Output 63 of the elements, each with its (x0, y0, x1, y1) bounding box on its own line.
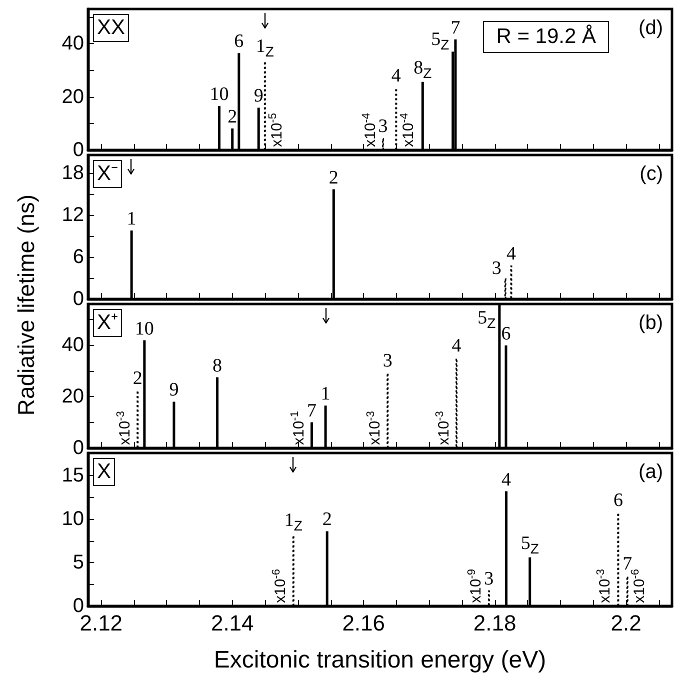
x-tick-label: 2.2 (610, 610, 642, 636)
series-label: 1 (126, 208, 136, 230)
series-label: 3 (378, 116, 388, 138)
annotation: x10-9 (466, 569, 484, 603)
annotation: x10-4 (398, 113, 417, 147)
annotation: x10-3 (434, 411, 452, 445)
y-tick-label: 10 (62, 508, 84, 530)
annotation: R = 19.2 Å (483, 21, 609, 53)
series-label: 2 (228, 106, 238, 128)
annotation: x10-3 (364, 411, 384, 445)
y-tick-label: 20 (62, 86, 84, 108)
series-label: 6 (501, 323, 511, 344)
x-tick-label: 2.16 (342, 610, 386, 636)
series-label: 4 (452, 336, 462, 357)
y-tick-label: 40 (62, 334, 84, 356)
chart-title: (c) (640, 163, 664, 185)
annotation: x10-1 (288, 411, 308, 445)
y-tick-label: 5 (72, 552, 84, 574)
series-label: 1 (320, 384, 330, 405)
y-tick-label: 0 (72, 437, 84, 459)
annotation: x10-3 (114, 411, 134, 445)
series-label: 7 (450, 17, 460, 38)
chart-title: (d) (638, 17, 664, 39)
y-tick-label: 12 (62, 204, 84, 226)
annotation: X (93, 458, 116, 486)
annotation: x10-5 (267, 113, 286, 147)
series-label: 2 (132, 368, 142, 389)
series-label: 10 (210, 84, 229, 106)
x-axis-title: Excitonic transition energy (eV) (214, 646, 546, 674)
annotation: x10-6 (270, 569, 289, 603)
series-label: 9 (169, 380, 179, 401)
annotation: X⁻ (93, 160, 122, 188)
y-tick-label: 18 (62, 162, 84, 184)
y-tick-label: 6 (72, 246, 84, 268)
y-tick-label: 0 (72, 288, 84, 310)
x-tick-label: 2.18 (473, 610, 516, 636)
y-tick-label: 0 (72, 139, 84, 161)
y-axis-title: Radiative lifetime (ns) (12, 193, 40, 418)
series-label: 4 (506, 243, 516, 264)
series-label: 2 (328, 167, 338, 188)
annotation: x10-4 (360, 113, 379, 147)
series-label: 4 (391, 65, 402, 86)
annotation: XX (93, 14, 130, 42)
series-label: 4 (501, 469, 512, 490)
y-tick-label: 40 (62, 32, 84, 55)
series-label: 6 (234, 31, 244, 52)
series-label: 3 (492, 258, 502, 280)
legend-label: 10 (134, 318, 154, 340)
y-tick-label: 15 (62, 464, 84, 487)
y-tick-label: 20 (62, 386, 84, 408)
chart-title: (a) (638, 461, 664, 483)
series-label: 3 (484, 568, 494, 590)
series-label: 8 (212, 355, 222, 376)
series-label: 3 (382, 350, 392, 372)
series-label: 9 (254, 86, 264, 107)
series-label: 6 (613, 490, 623, 512)
x-tick-label: 2.14 (210, 610, 254, 636)
series-label: 2 (322, 509, 332, 530)
annotation: x10-6 (629, 569, 648, 603)
annotation: x10-3 (595, 569, 614, 603)
chart-title: (b) (638, 312, 664, 334)
series-label: 7 (307, 400, 317, 422)
annotation: X⁺ (93, 309, 122, 337)
